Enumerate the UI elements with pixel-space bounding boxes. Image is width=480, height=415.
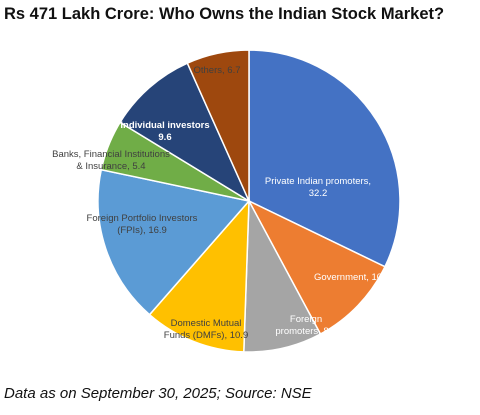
pie-slice bbox=[97, 168, 251, 316]
slice-label-line: (FPIs), 16.9 bbox=[117, 225, 167, 236]
pie-slice bbox=[248, 49, 401, 268]
slice-label-line: Government, 10 bbox=[314, 272, 382, 283]
slice-label: Banks, Financial Institutions & Insurance… bbox=[52, 149, 170, 172]
slice-label: Private Indian promoters, 32.2 bbox=[265, 176, 371, 199]
slice-label: Others, 6.7 bbox=[194, 65, 241, 76]
slice-label-line: 9.6 bbox=[158, 132, 171, 143]
slice-label-line: Funds (DMFs), 10.9 bbox=[164, 330, 248, 341]
slice-label-line: Individual investors bbox=[120, 120, 209, 131]
pie-slice bbox=[247, 199, 386, 336]
slice-label-line: Banks, Financial Institutions bbox=[52, 149, 170, 160]
slice-label-line: Foreign bbox=[290, 314, 322, 325]
slice-label-line: promoters, 8.4 bbox=[275, 326, 336, 337]
slice-label: Individual investors 9.6 bbox=[120, 120, 209, 143]
slice-label: Domestic Mutual Funds (DMFs), 10.9 bbox=[164, 318, 248, 341]
slice-label-line: Foreign Portfolio Investors bbox=[87, 213, 198, 224]
slice-label: Foreign promoters, 8.4 bbox=[275, 314, 336, 337]
slice-label-line: 32.2 bbox=[309, 188, 328, 199]
pie-chart: Private Indian promoters, 32.2 Government,… bbox=[52, 49, 401, 353]
source-note: Data as on September 30, 2025; Source: N… bbox=[4, 385, 312, 402]
pie-slice bbox=[186, 49, 250, 202]
slice-label: Government, 10 bbox=[314, 272, 382, 283]
pie-slice bbox=[148, 198, 250, 353]
slice-label-line: Private Indian promoters, bbox=[265, 176, 371, 187]
slice-label-line: & Insurance, 5.4 bbox=[76, 161, 145, 172]
slice-label-line: Domestic Mutual bbox=[171, 318, 242, 329]
slice-label-line: Others, 6.7 bbox=[194, 65, 241, 76]
slice-label: Foreign Portfolio Investors (FPIs), 16.9 bbox=[87, 213, 198, 236]
pie-slice bbox=[119, 62, 251, 203]
chart-title: Rs 471 Lakh Crore: Who Owns the Indian S… bbox=[4, 5, 445, 23]
